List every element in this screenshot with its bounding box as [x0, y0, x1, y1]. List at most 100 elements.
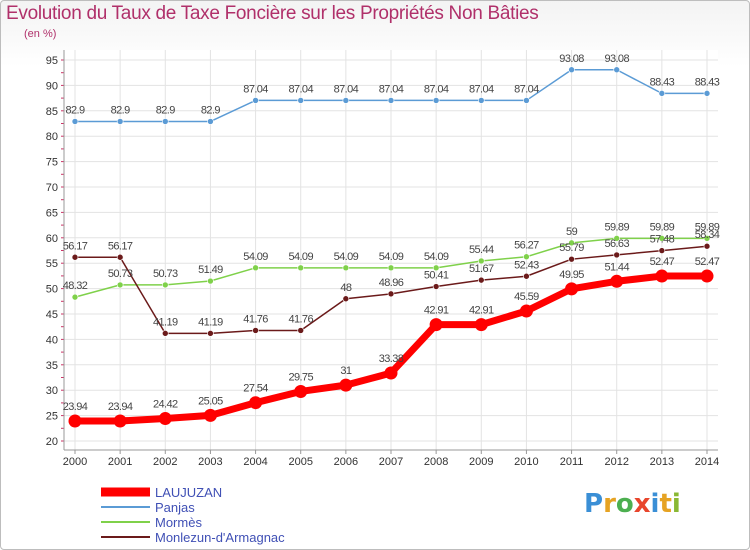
- data-label-monlezun-d-armagnac: 41.19: [153, 316, 178, 328]
- data-label-laujuzan: 31: [340, 365, 352, 377]
- data-point-panjas: [477, 97, 485, 104]
- y-tick-label: 80: [46, 131, 58, 143]
- data-label-panjas: 88.43: [695, 76, 720, 88]
- x-tick-label: 2011: [560, 456, 584, 468]
- data-point-monlezun-d-armagnac: [523, 272, 530, 280]
- data-point-laujuzan: [68, 414, 82, 428]
- y-tick-label: 30: [46, 385, 58, 397]
- data-label-laujuzan: 23.94: [108, 401, 133, 413]
- data-point-laujuzan: [158, 412, 172, 426]
- data-point-morm-s: [116, 281, 124, 289]
- data-point-morm-s: [658, 235, 666, 242]
- data-label-morm-s: 55.44: [469, 244, 494, 256]
- logo-letter: t: [659, 489, 672, 519]
- data-point-monlezun-d-armagnac: [703, 242, 711, 250]
- x-tick-label: 2005: [288, 456, 312, 468]
- data-label-panjas: 82.9: [201, 104, 220, 116]
- y-tick-label: 60: [46, 233, 58, 245]
- data-point-morm-s: [568, 239, 575, 247]
- data-label-monlezun-d-armagnac: 48: [340, 282, 352, 294]
- data-label-monlezun-d-armagnac: 48.96: [379, 277, 404, 289]
- data-point-monlezun-d-armagnac: [116, 253, 124, 261]
- legend-label: LAUJUZAN: [155, 485, 222, 500]
- data-point-monlezun-d-armagnac: [297, 327, 305, 334]
- data-point-panjas: [252, 97, 259, 104]
- y-tick-label: 70: [46, 182, 58, 194]
- x-tick-label: 2013: [650, 456, 674, 468]
- data-label-laujuzan: 23.94: [63, 401, 88, 413]
- data-point-panjas: [523, 97, 530, 104]
- logo-letter: i: [650, 489, 660, 519]
- data-point-morm-s: [71, 293, 79, 301]
- data-label-panjas: 93.08: [604, 53, 629, 65]
- data-point-laujuzan: [474, 318, 488, 332]
- data-label-laujuzan: 49.95: [559, 269, 584, 281]
- data-point-monlezun-d-armagnac: [387, 290, 395, 298]
- data-point-morm-s: [613, 235, 621, 242]
- data-label-laujuzan: 27.54: [243, 383, 268, 395]
- data-label-panjas: 82.9: [156, 104, 175, 116]
- data-point-monlezun-d-armagnac: [161, 330, 169, 337]
- data-label-laujuzan: 52.47: [695, 256, 720, 268]
- x-tick-label: 2014: [695, 456, 719, 468]
- y-tick-label: 65: [46, 207, 58, 219]
- data-label-morm-s: 59.89: [695, 221, 720, 233]
- data-label-laujuzan: 51.44: [604, 261, 629, 273]
- legend-label: Monlezun-d'Armagnac: [155, 530, 285, 545]
- proxiti-logo: Proxiti: [584, 489, 681, 519]
- chart-title: Evolution du Taux de Taxe Foncière sur l…: [6, 3, 539, 24]
- y-tick-label: 25: [46, 411, 58, 423]
- y-tick-label: 55: [46, 258, 58, 270]
- data-point-monlezun-d-armagnac: [342, 295, 350, 303]
- data-point-morm-s: [387, 264, 395, 272]
- y-tick-label: 90: [46, 80, 58, 92]
- data-label-morm-s: 51.49: [198, 264, 223, 276]
- data-label-panjas: 87.04: [469, 83, 494, 95]
- data-label-laujuzan: 52.47: [650, 256, 675, 268]
- data-label-panjas: 87.04: [424, 83, 449, 95]
- data-point-morm-s: [161, 281, 169, 289]
- data-point-laujuzan: [249, 396, 263, 410]
- x-tick-label: 2002: [153, 456, 177, 468]
- data-point-panjas: [613, 66, 621, 74]
- data-point-laujuzan: [203, 408, 217, 422]
- data-point-monlezun-d-armagnac: [658, 247, 666, 254]
- data-point-laujuzan: [655, 269, 669, 283]
- data-point-laujuzan: [519, 304, 533, 318]
- data-label-morm-s: 50.73: [108, 268, 133, 280]
- data-label-morm-s: 54.09: [243, 251, 268, 263]
- x-tick-label: 2008: [424, 456, 448, 468]
- data-label-panjas: 82.9: [111, 104, 130, 116]
- data-point-morm-s: [477, 257, 485, 265]
- y-tick-label: 35: [46, 360, 58, 372]
- logo-letter: i: [671, 489, 681, 519]
- data-point-morm-s: [523, 253, 530, 261]
- data-label-monlezun-d-armagnac: 41.19: [198, 316, 223, 328]
- data-point-panjas: [703, 90, 711, 97]
- logo-letter: P: [584, 489, 604, 519]
- data-point-panjas: [71, 118, 79, 125]
- data-label-panjas: 87.04: [379, 83, 404, 95]
- data-point-morm-s: [432, 264, 440, 272]
- x-tick-label: 2009: [469, 456, 493, 468]
- axes: 20 25 30 35 40 45 50 55 60 65 70 75 80 85 90 95 2000 2001…: [46, 50, 719, 468]
- data-point-morm-s: [342, 264, 350, 272]
- series-labels: 82.9 82.9 82.9 82.9 87.04 87.04 87.04 87.04 87.0…: [63, 53, 721, 413]
- data-label-laujuzan: 42.91: [469, 305, 494, 317]
- data-label-monlezun-d-armagnac: 50.41: [424, 270, 449, 282]
- legend-label: Mormès: [155, 515, 202, 530]
- data-point-monlezun-d-armagnac: [432, 283, 440, 290]
- data-label-laujuzan: 33.38: [379, 353, 404, 365]
- data-label-panjas: 93.08: [559, 53, 584, 65]
- data-label-morm-s: 59.89: [604, 221, 629, 233]
- data-label-morm-s: 54.09: [379, 251, 404, 263]
- data-label-monlezun-d-armagnac: 56.17: [108, 240, 133, 252]
- data-label-morm-s: 54.09: [334, 251, 359, 263]
- x-tick-label: 2006: [334, 456, 358, 468]
- data-label-monlezun-d-armagnac: 55.79: [559, 242, 584, 254]
- data-point-panjas: [297, 97, 305, 104]
- y-tick-label: 20: [46, 436, 58, 448]
- data-label-monlezun-d-armagnac: 57.48: [650, 234, 675, 246]
- data-label-laujuzan: 25.05: [198, 395, 223, 407]
